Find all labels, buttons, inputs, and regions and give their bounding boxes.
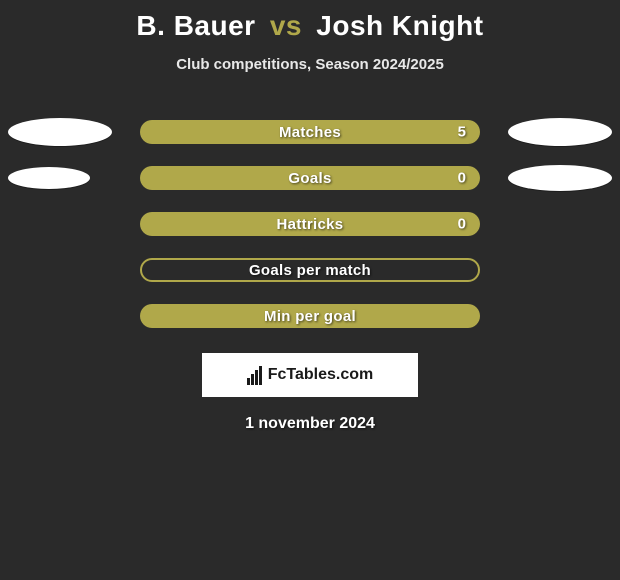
- stats-container: Matches 5 Goals 0 Hattricks 0 Goals per match M…: [0, 109, 620, 339]
- stat-label: Goals per match: [249, 262, 371, 279]
- stat-row: Goals 0: [0, 155, 620, 201]
- logo-text: FcTables.com: [268, 366, 374, 384]
- date-text: 1 november 2024: [0, 415, 620, 433]
- stat-label: Min per goal: [264, 308, 356, 325]
- player1-name: B. Bauer: [136, 10, 255, 41]
- stat-label: Goals: [288, 170, 331, 187]
- stat-row: Goals per match: [0, 247, 620, 293]
- stat-pill: Goals per match: [140, 258, 480, 282]
- stat-label: Hattricks: [277, 216, 344, 233]
- stat-row: Hattricks 0: [0, 201, 620, 247]
- stat-label: Matches: [279, 124, 341, 141]
- vs-text: vs: [270, 10, 302, 41]
- stat-pill: Goals 0: [140, 166, 480, 190]
- ellipse-left: [8, 118, 112, 146]
- stat-value: 0: [458, 170, 466, 187]
- stat-value: 5: [458, 124, 466, 141]
- logo-box: FcTables.com: [202, 353, 418, 397]
- ellipse-right: [508, 165, 612, 191]
- stat-pill: Hattricks 0: [140, 212, 480, 236]
- player2-name: Josh Knight: [316, 10, 483, 41]
- ellipse-right: [508, 118, 612, 146]
- stat-value: 0: [458, 216, 466, 233]
- subtitle: Club competitions, Season 2024/2025: [0, 56, 620, 73]
- page-title: B. Bauer vs Josh Knight: [0, 0, 620, 42]
- stat-pill: Matches 5: [140, 120, 480, 144]
- ellipse-left: [8, 167, 90, 189]
- stat-row: Matches 5: [0, 109, 620, 155]
- stat-pill: Min per goal: [140, 304, 480, 328]
- bar-chart-icon: [247, 366, 262, 385]
- stat-row: Min per goal: [0, 293, 620, 339]
